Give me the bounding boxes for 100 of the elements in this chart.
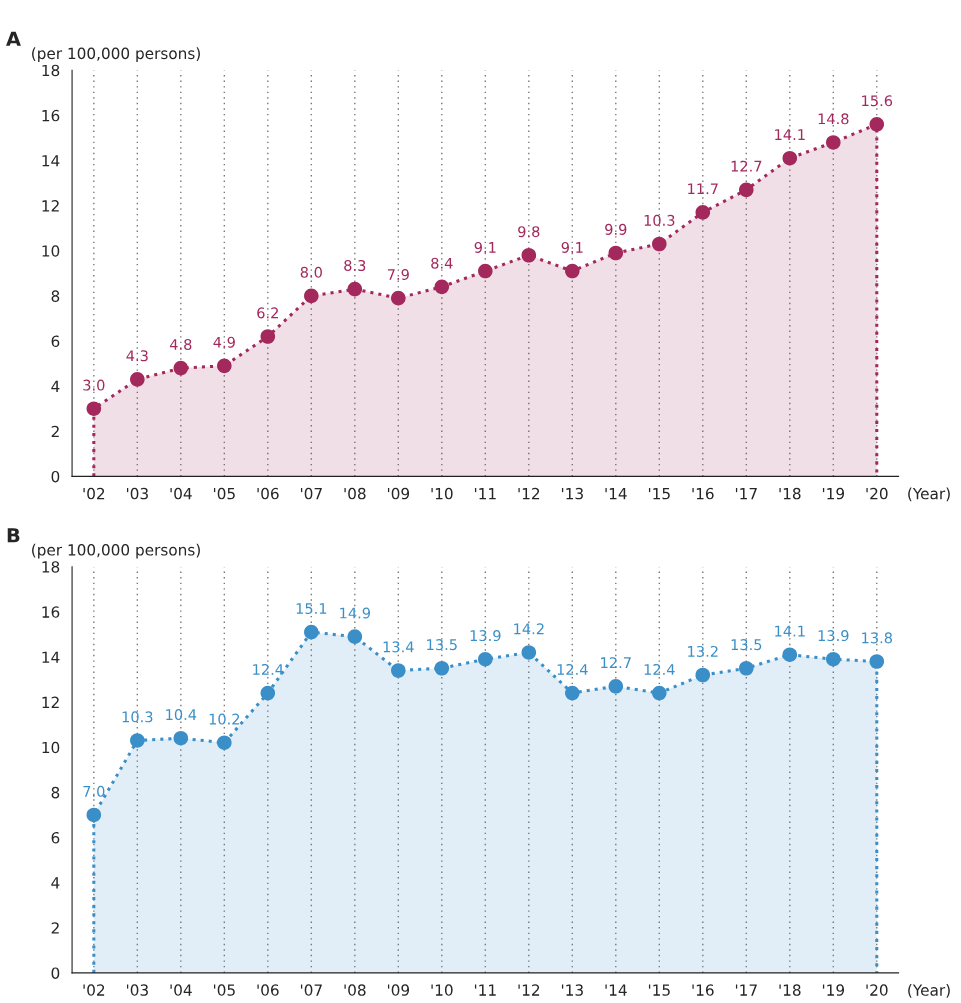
x-tick-label: '04 — [170, 984, 192, 996]
x-tick-label: '08 — [344, 487, 366, 500]
data-label: 13.8 — [862, 632, 893, 644]
x-tick-label: '07 — [300, 487, 322, 500]
data-label: 7.9 — [387, 269, 409, 281]
point — [739, 660, 754, 676]
x-tick-label: '10 — [431, 487, 453, 500]
x-tick-label: '18 — [779, 487, 801, 500]
point — [173, 730, 189, 746]
x-tick-label: '13 — [561, 487, 583, 500]
data-label: 13.9 — [470, 630, 501, 642]
data-label: 7.0 — [83, 785, 105, 797]
x-tick-label: '06 — [257, 487, 279, 500]
x-tick-label: '12 — [518, 487, 540, 500]
point — [391, 663, 406, 678]
point — [434, 279, 450, 295]
y-tick-label: 2 — [51, 922, 59, 934]
x-tick-label: '10 — [431, 984, 453, 996]
x-tick-label: '17 — [735, 488, 757, 500]
y-tick-label: 16 — [42, 109, 60, 122]
y-tick-label: 6 — [51, 831, 60, 844]
point — [130, 733, 145, 748]
point — [260, 685, 276, 701]
x-tick-label: '19 — [822, 487, 845, 500]
data-label: 4.8 — [169, 338, 192, 350]
x-tick-label: '14 — [605, 984, 627, 996]
point — [782, 150, 798, 166]
point — [391, 290, 406, 306]
y-tick-label: 10 — [42, 741, 60, 754]
data-label: 13.4 — [383, 641, 414, 653]
y-tick-label: 0 — [51, 470, 60, 483]
data-label: 12.4 — [253, 663, 284, 675]
data-label: 14.1 — [775, 129, 805, 140]
x-tick-label: '15 — [648, 984, 670, 996]
data-label: 9.8 — [518, 226, 540, 238]
data-label: 12.4 — [557, 663, 588, 675]
x-tick-label: '09 — [387, 984, 410, 996]
point — [347, 281, 363, 297]
x-tick-label: '03 — [126, 487, 148, 500]
chart-title: A — [6, 31, 21, 46]
y-tick-label: 16 — [42, 606, 60, 618]
point — [173, 360, 189, 376]
data-label: 9.9 — [605, 223, 627, 235]
data-label: 8.0 — [300, 266, 322, 278]
point — [86, 807, 102, 823]
point — [217, 358, 232, 374]
x-tick-label: '20 — [866, 984, 888, 996]
y-tick-label: 18 — [42, 561, 60, 573]
y-tick-label: 10 — [42, 245, 60, 257]
data-label: 15.1 — [296, 603, 327, 615]
x-tick-label: '13 — [561, 984, 583, 996]
point — [695, 205, 711, 220]
y-tick-label: 14 — [42, 155, 60, 167]
y-tick-label: 4 — [51, 877, 60, 889]
x-tick-label: '09 — [387, 487, 410, 500]
point — [869, 117, 885, 132]
point — [521, 247, 537, 263]
point — [347, 629, 363, 644]
data-label: 4.9 — [213, 336, 235, 348]
y-tick-label: 8 — [51, 786, 60, 799]
y-tick-label: 18 — [42, 64, 60, 77]
point — [869, 654, 885, 669]
point — [826, 651, 841, 667]
data-label: 13.5 — [427, 639, 457, 651]
data-label: 9.1 — [474, 241, 496, 253]
data-label: 12.7 — [731, 160, 762, 172]
y-axis-title: (per 100,000 persons) — [32, 47, 200, 63]
x-tick-label: '14 — [605, 488, 627, 500]
y-tick-label: 14 — [42, 651, 60, 663]
data-label: 12.7 — [601, 657, 631, 668]
x-axis-title: (Year) — [908, 487, 950, 502]
point — [217, 735, 232, 750]
x-tick-label: '19 — [822, 984, 845, 996]
data-label: 13.9 — [818, 630, 849, 642]
point — [695, 667, 711, 683]
point — [565, 685, 580, 701]
x-tick-label: '16 — [692, 487, 714, 500]
x-tick-label: '07 — [300, 984, 322, 996]
x-tick-label: '05 — [213, 984, 235, 996]
data-label: 8.4 — [431, 257, 453, 269]
y-axis-title: (per 100,000 persons) — [32, 543, 200, 559]
y-tick-label: 2 — [51, 425, 59, 438]
data-label: 12.4 — [644, 663, 675, 675]
data-label: 13.5 — [731, 639, 762, 651]
data-label: 4.3 — [126, 350, 148, 362]
data-label: 10.2 — [209, 713, 240, 725]
y-tick-label: 12 — [42, 696, 59, 708]
x-tick-label: '04 — [170, 487, 192, 500]
data-label: 10.3 — [122, 711, 153, 723]
y-tick-label: 12 — [42, 200, 59, 212]
x-tick-label: '15 — [648, 488, 670, 500]
data-label: 3.0 — [83, 379, 105, 391]
point — [478, 651, 493, 667]
point — [304, 288, 319, 304]
point — [260, 329, 276, 344]
data-label: 10.4 — [166, 709, 197, 721]
point — [86, 401, 102, 417]
y-tick-label: 8 — [51, 290, 60, 302]
data-label: 11.7 — [688, 183, 718, 195]
point — [826, 135, 841, 150]
